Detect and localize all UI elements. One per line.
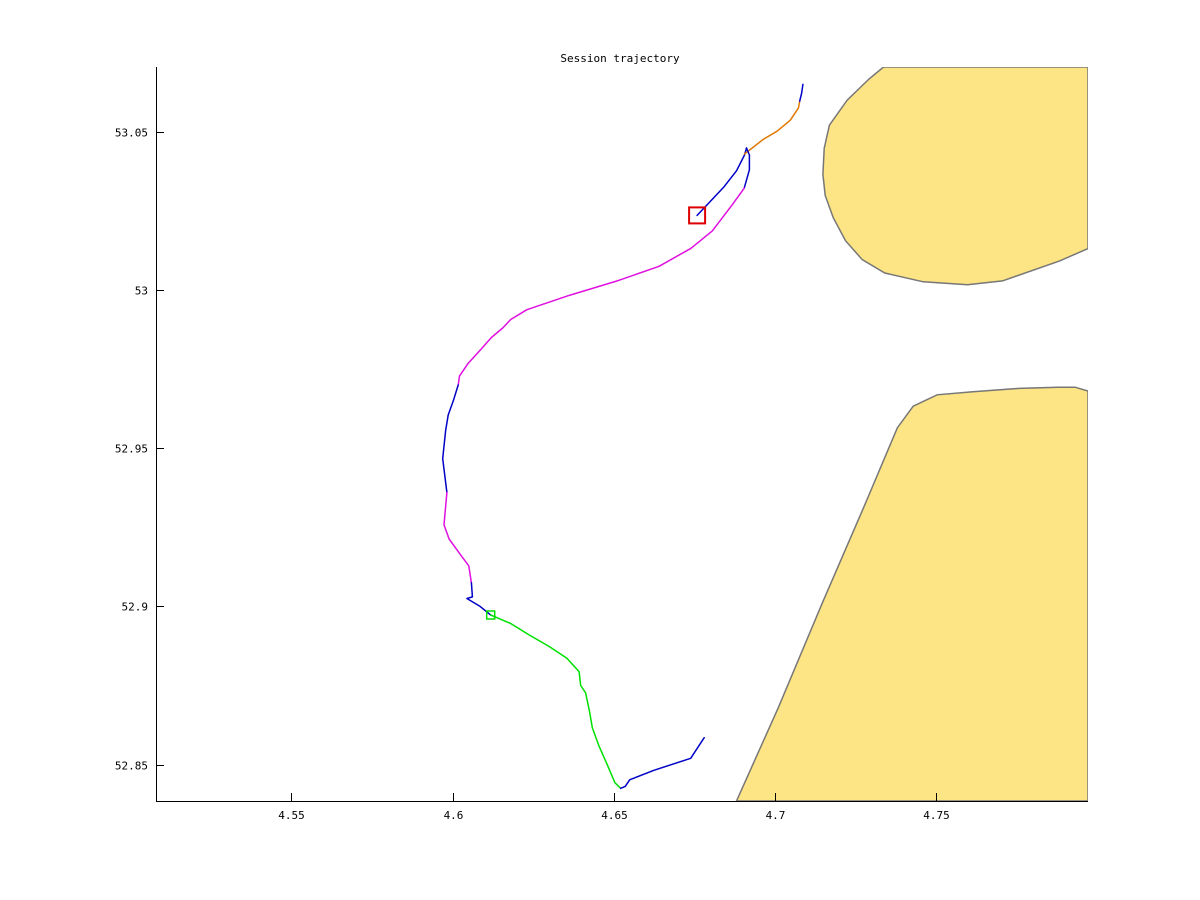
- y-tick-label-3: 52.95: [115, 443, 148, 456]
- trajectory-segment-10: [619, 736, 705, 790]
- x-tick-label-4: 4.7: [766, 809, 786, 822]
- axes: 4.55 4.6 4.65 4.7 4.75 52.85 52.9 52.95 53 53.05: [115, 67, 1088, 822]
- end-marker: [688, 206, 707, 225]
- y-tick-label-5: 53.05: [115, 127, 148, 140]
- trajectory-segment-9: [489, 614, 622, 790]
- trajectory-segment-7: [443, 491, 473, 584]
- x-tick-label-2: 4.6: [444, 809, 464, 822]
- land-polygon-2: [735, 386, 1088, 801]
- x-tick-label-3: 4.65: [601, 809, 628, 822]
- y-tick-label-2: 52.9: [122, 601, 149, 614]
- marker-layer: [485, 206, 707, 620]
- trajectory-segment-4: [743, 147, 751, 189]
- trajectory-segment-5: [457, 187, 745, 386]
- x-tick-label-5: 4.75: [923, 809, 950, 822]
- x-tick-label-1: 4.55: [278, 809, 305, 822]
- trajectory-segment-2: [743, 100, 801, 155]
- start-marker: [485, 610, 496, 620]
- y-tick-label-4: 53: [135, 285, 148, 298]
- trajectory-segment-6: [441, 384, 459, 494]
- trajectory-layer: [441, 83, 804, 790]
- land-layer: [735, 67, 1088, 801]
- trajectory-segment-8: [466, 581, 492, 616]
- y-tick-label-1: 52.85: [115, 760, 148, 773]
- chart-title: Session trajectory: [560, 52, 680, 65]
- trajectory-segment-3: [798, 83, 804, 102]
- land-polygon-1: [822, 67, 1088, 286]
